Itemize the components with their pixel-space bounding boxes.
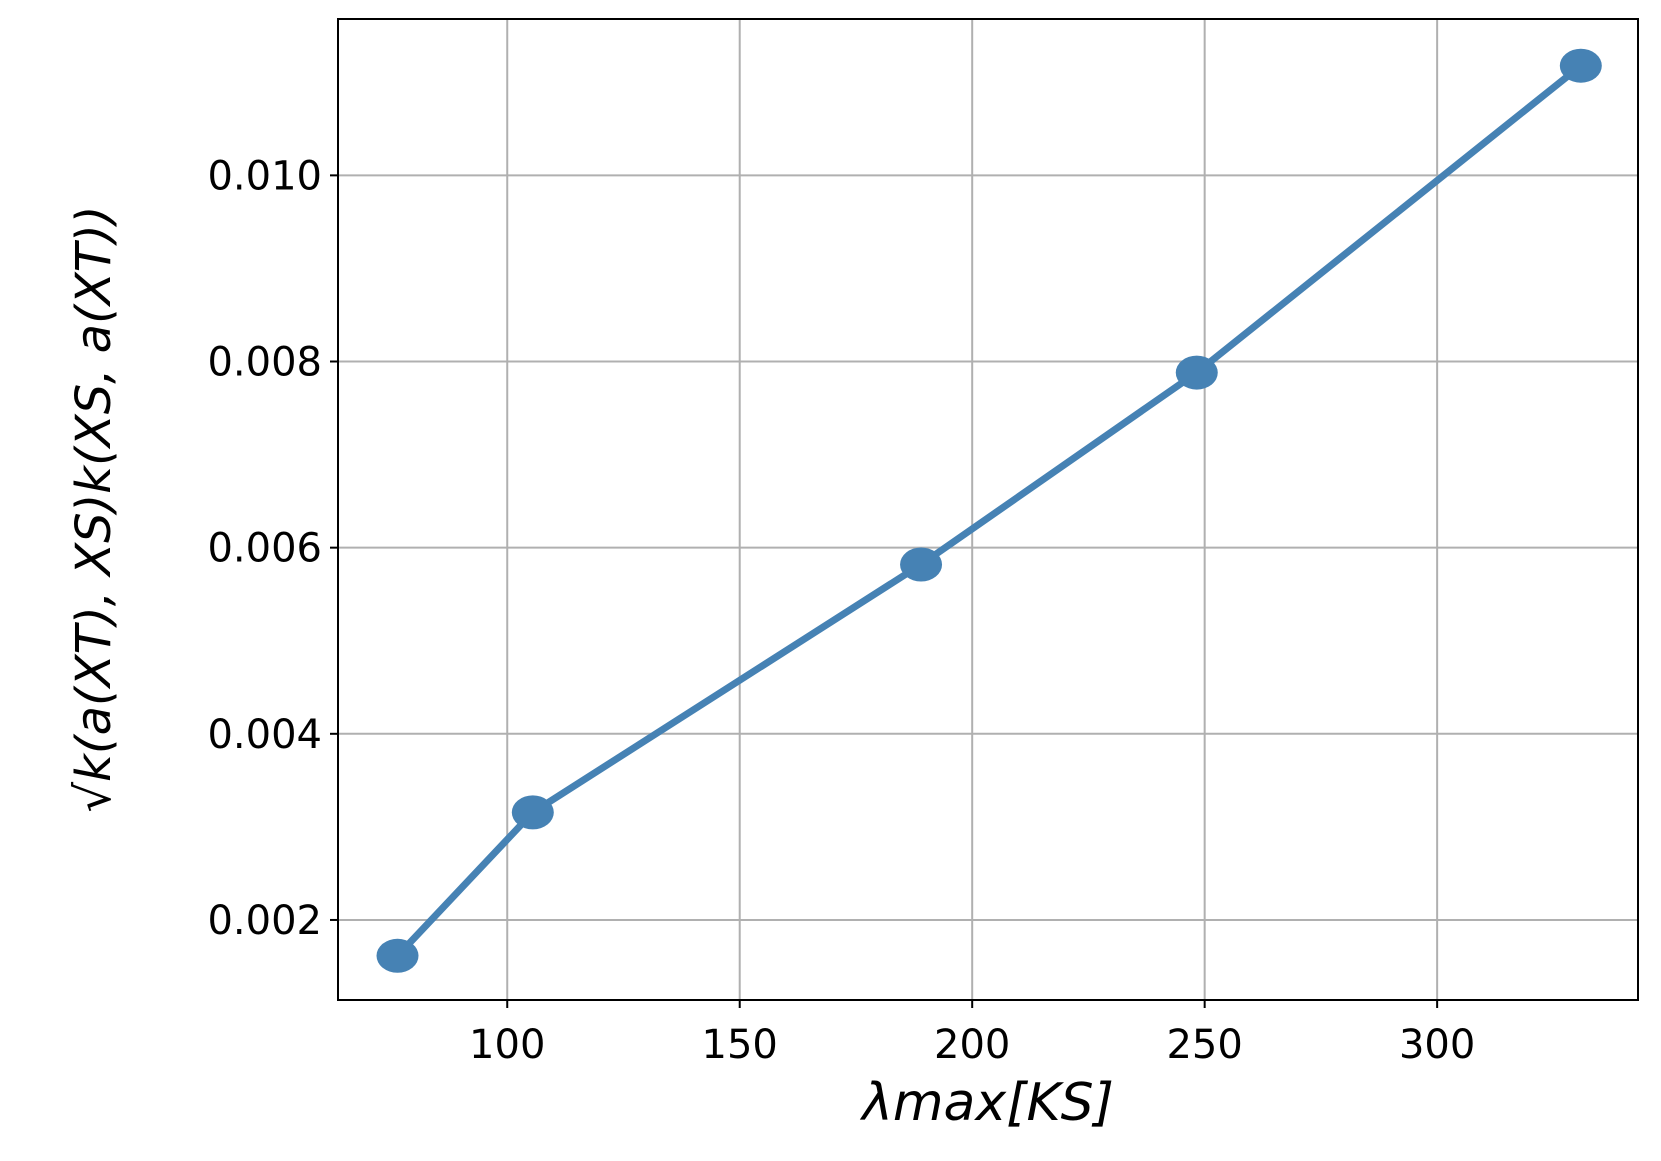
x-tick-label: 300 — [1399, 1022, 1475, 1068]
x-axis-label: λmax[KS] — [859, 1073, 1114, 1133]
y-tick-label: 0.008 — [207, 340, 322, 386]
data-line — [394, 62, 1583, 959]
x-tick-label: 200 — [934, 1022, 1010, 1068]
y-tick-label: 0.010 — [207, 153, 322, 199]
y-axis-label: √k(a(XT), XS)k(XS, a(XT)) — [66, 206, 122, 813]
data-point — [900, 547, 943, 582]
data-point — [511, 795, 554, 830]
y-tick-label: 0.004 — [207, 712, 322, 758]
x-tick-label: 100 — [469, 1022, 545, 1068]
y-tick-label: 0.002 — [207, 898, 322, 944]
data-point — [1559, 48, 1602, 83]
x-tick-label: 150 — [702, 1022, 778, 1068]
plot-frame — [337, 18, 1639, 1001]
data-point — [376, 938, 419, 973]
data-point — [1175, 355, 1218, 390]
x-tick-label: 250 — [1166, 1022, 1242, 1068]
y-tick-label: 0.006 — [207, 526, 322, 572]
